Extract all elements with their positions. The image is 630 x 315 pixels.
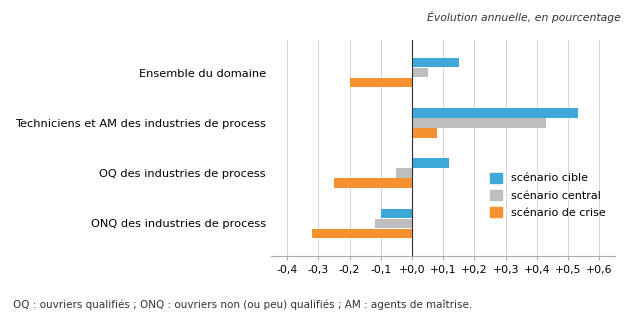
Bar [412,118,546,128]
Bar [334,179,412,188]
Bar [374,219,412,228]
Bar [312,229,412,238]
Bar [350,78,412,88]
Bar [412,128,437,138]
Text: OQ : ouvriers qualifiés ; ONQ : ouvriers non (ou peu) qualifiés ; AM : agents de: OQ : ouvriers qualifiés ; ONQ : ouvriers… [13,300,472,310]
Bar [412,108,578,117]
Bar [396,169,412,178]
Bar [381,209,412,218]
Bar [412,158,449,168]
Bar [412,58,459,67]
Bar [412,68,428,77]
Text: Évolution annuelle, en pourcentage: Évolution annuelle, en pourcentage [427,11,621,23]
Legend: scénario cible, scénario central, scénario de crise: scénario cible, scénario central, scénar… [487,169,609,221]
